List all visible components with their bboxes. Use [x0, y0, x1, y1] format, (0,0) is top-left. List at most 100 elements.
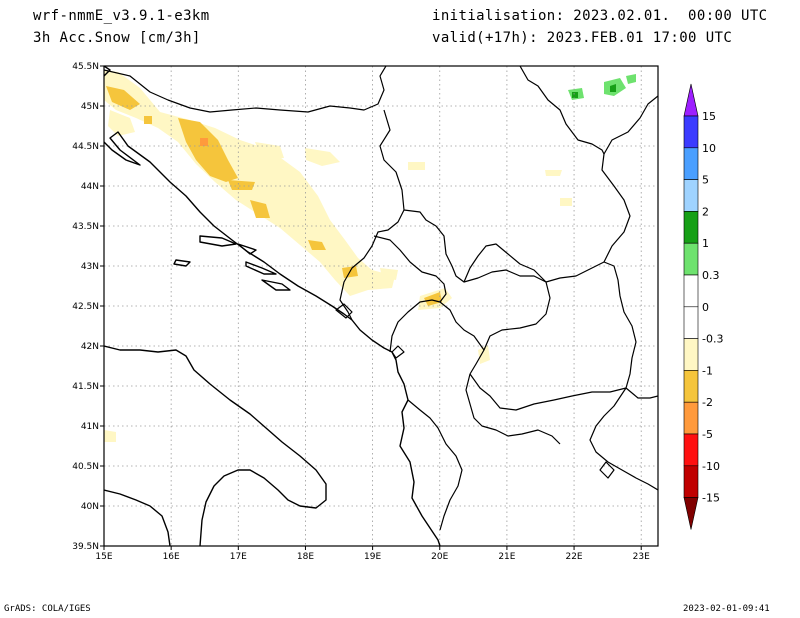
- colorbar-label: 5: [702, 174, 709, 187]
- valid-time: valid(+17h): 2023.FEB.01 17:00 UTC: [432, 30, 733, 46]
- colorbar-segment: [683, 115, 699, 149]
- border: [469, 261, 637, 411]
- island: [261, 279, 291, 291]
- variable-title: 3h Acc.Snow [cm/3h]: [33, 30, 201, 46]
- lat-tick-label: 45.5N: [72, 62, 99, 72]
- border: [519, 66, 605, 155]
- lon-tick-label: 19E: [364, 552, 381, 562]
- colorbar-label: 0.3: [702, 269, 720, 282]
- colorbar-label: 0: [702, 301, 709, 314]
- positive-area: [626, 74, 636, 84]
- italy-coast: [104, 489, 171, 546]
- lat-tick-label: 40.5N: [72, 462, 99, 472]
- border: [339, 109, 405, 321]
- footer-timestamp: 2023-02-01-09:41: [683, 604, 770, 614]
- border: [391, 345, 405, 359]
- forecast-map: 15E 16E 17E 18E 19E 20E 21E 22E 23E 45.5N 45N 44.5…: [72, 62, 723, 562]
- border: [373, 235, 447, 353]
- colorbar-top-arrow: [683, 83, 699, 117]
- snow-light-area: [545, 170, 562, 176]
- lat-tick-label: 45N: [81, 102, 99, 112]
- colorbar-segment: [683, 433, 699, 467]
- positive-area: [572, 92, 578, 98]
- italy-coast: [104, 345, 327, 546]
- snow-light-area: [380, 268, 398, 280]
- lon-tick-label: 17E: [230, 552, 247, 562]
- lon-tick-label: 15E: [95, 552, 112, 562]
- colorbar-segment: [683, 338, 699, 371]
- island: [199, 235, 237, 247]
- colorbar: 15 10 5 2 1 0.3 0 -0.3 -1 -2 -5 -10 -15: [683, 83, 723, 530]
- lat-tick-label: 40N: [81, 502, 99, 512]
- snow-moderate-area: [250, 200, 270, 218]
- border: [335, 303, 353, 319]
- lat-tick-label: 39.5N: [72, 542, 99, 552]
- colorbar-label: -15: [702, 492, 720, 505]
- snow-moderate-area: [308, 240, 326, 250]
- adriatic-east-coast: [104, 131, 441, 546]
- colorbar-segment: [683, 179, 699, 212]
- colorbar-label: -0.3: [702, 333, 723, 346]
- border: [601, 95, 658, 263]
- snow-moderate-area: [144, 116, 152, 124]
- border: [589, 387, 658, 491]
- colorbar-label: -5: [702, 428, 713, 441]
- snow-light-area: [560, 198, 572, 206]
- north-coast: [104, 66, 111, 77]
- colorbar-label: 15: [702, 110, 716, 123]
- lon-tick-label: 22E: [565, 552, 582, 562]
- colorbar-segment: [683, 465, 699, 498]
- lon-tick-label: 21E: [498, 552, 515, 562]
- snow-light-area: [108, 110, 135, 136]
- colorbar-label: -10: [702, 460, 720, 473]
- lat-axis: 45.5N 45N 44.5N 44N 43.5N 43N 42.5N 42N 41.5N 41N…: [72, 62, 104, 552]
- snow-heavy-area: [200, 138, 208, 146]
- lat-tick-label: 44N: [81, 182, 99, 192]
- colorbar-label: 10: [702, 142, 716, 155]
- map-grid: [104, 66, 658, 546]
- island: [173, 259, 191, 267]
- snow-moderate-area: [178, 118, 238, 182]
- snow-light-area: [255, 142, 284, 160]
- lake: [599, 461, 615, 479]
- colorbar-bottom-arrow: [683, 497, 699, 530]
- colorbar-segment: [683, 401, 699, 435]
- snow-moderate-area: [106, 86, 140, 110]
- border: [403, 209, 551, 375]
- border: [625, 387, 658, 399]
- border: [407, 399, 463, 531]
- island: [237, 243, 257, 255]
- country-borders: [104, 66, 658, 531]
- lat-tick-label: 42N: [81, 342, 99, 352]
- lat-tick-label: 42.5N: [72, 302, 99, 312]
- colorbar-segment: [683, 370, 699, 403]
- colorbar-segment: [683, 147, 699, 180]
- lon-tick-label: 16E: [163, 552, 180, 562]
- snow-light-area: [305, 148, 340, 166]
- lat-tick-label: 41.5N: [72, 382, 99, 392]
- colorbar-label: 1: [702, 237, 709, 250]
- border: [104, 66, 387, 113]
- snow-light-area: [408, 162, 425, 170]
- border: [439, 301, 485, 351]
- colorbar-label: 2: [702, 205, 709, 218]
- lat-tick-label: 43N: [81, 262, 99, 272]
- border: [463, 243, 547, 283]
- snow-field: [104, 70, 636, 442]
- border: [465, 373, 561, 445]
- lat-tick-label: 41N: [81, 422, 99, 432]
- initialisation-time: initialisation: 2023.02.01. 00:00 UTC: [432, 8, 768, 24]
- lon-axis: 15E 16E 17E 18E 19E 20E 21E 22E 23E: [95, 546, 650, 562]
- snow-moderate-area: [228, 180, 255, 190]
- model-title: wrf-nmmE_v3.9.1-e3km: [33, 8, 210, 24]
- lat-tick-label: 43.5N: [72, 222, 99, 232]
- positive-area: [610, 84, 616, 92]
- colorbar-label: -2: [702, 396, 713, 409]
- snow-light-area: [478, 345, 490, 364]
- lon-tick-label: 18E: [297, 552, 314, 562]
- colorbar-segment: [683, 274, 699, 308]
- colorbar-segment: [683, 306, 699, 339]
- island: [245, 261, 277, 275]
- lon-tick-label: 20E: [431, 552, 448, 562]
- footer-credit: GrADS: COLA/IGES: [4, 604, 91, 614]
